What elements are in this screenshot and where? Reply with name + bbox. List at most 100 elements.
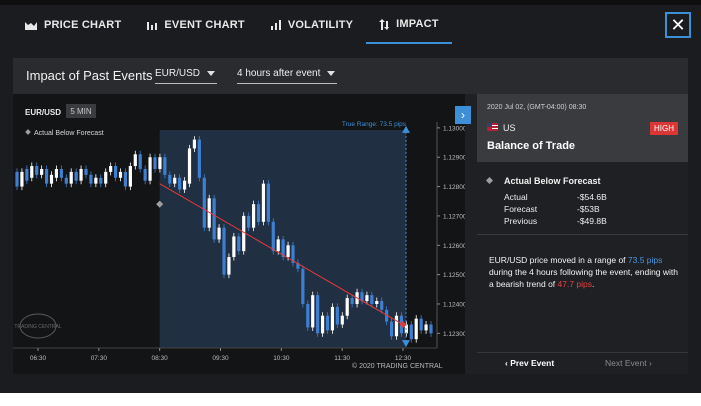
candle-body [360,292,364,302]
candlestick-chart[interactable]: 1.13000 1.12900 1.12800 1.12700 1.12600 1.125… [13,94,465,374]
candle-body [335,306,339,325]
candle-body [325,315,330,331]
candle-body [251,204,256,228]
result-diamond-icon [485,176,494,185]
timeframe-badge[interactable]: 5 MIN [66,104,96,118]
candle-body [291,245,295,263]
candle-body [35,166,39,175]
candle-body [104,171,108,184]
area-chart-icon [25,22,37,30]
impact-arrows-icon [379,18,390,30]
y-tick-label: 1.12400 [443,301,465,308]
event-marker-diamond [156,200,164,208]
x-tick-label: 08:30 [152,355,169,362]
forecast-value: -$53B [577,204,600,214]
x-tick-label: 11:30 [334,355,350,362]
candle-body [168,174,172,184]
horizon-dropdown[interactable]: 4 hours after event [237,68,337,84]
event-result: Actual Below Forecast [504,176,601,186]
candle-body [49,174,54,184]
candle-body [59,168,63,178]
candle-body [69,171,73,184]
tab-impact[interactable]: IMPACT [366,6,452,44]
page-bottom [0,393,701,406]
candle-body [316,295,320,334]
y-tick-label: 1.12900 [443,155,465,162]
y-tick-label: 1.13000 [443,125,465,132]
chevron-right-icon: › [461,108,465,122]
candle-body [370,295,374,304]
y-tick-label: 1.12800 [443,184,465,191]
candle-body [64,177,68,184]
candle-body [173,177,177,184]
y-tick-label: 1.12500 [443,272,465,279]
actual-value: -$54.6B [577,192,607,202]
tab-label: EVENT CHART [164,19,245,31]
y-tick-label: 1.12600 [443,243,465,250]
impact-badge: HIGH [650,122,678,135]
candle-body [217,227,221,240]
candle-body [15,171,19,187]
candle-body [143,168,147,181]
candle-body [271,221,275,252]
tab-label: VOLATILITY [287,19,354,31]
symbol-dropdown[interactable]: EUR/USD [155,68,217,84]
candle-body [20,171,24,187]
close-button[interactable]: ✕ [665,12,691,38]
candle-body [306,303,310,328]
candle-body [109,166,113,172]
candle-body [365,295,369,302]
chart-area[interactable]: 1.13000 1.12900 1.12800 1.12700 1.12600 1.125… [13,94,465,374]
candle-body [192,139,197,149]
expand-panel-button[interactable]: › [455,106,471,124]
previous-label: Previous [504,216,538,226]
candle-body [296,262,300,269]
tab-event-chart[interactable]: EVENT CHART [134,6,257,44]
candle-body [301,268,305,304]
candle-body [74,171,78,181]
candle-body [153,157,157,169]
prev-event-button[interactable]: ‹ Prev Event [505,358,554,368]
candle-body [79,168,83,181]
candle-body [25,168,29,181]
top-strip [0,0,701,5]
chevron-down-icon [327,71,335,76]
volatility-bars-icon [270,20,281,30]
symbol-dropdown-value: EUR/USD [155,68,201,79]
chart-legend-label: Actual Below Forecast [25,129,104,137]
chevron-right-icon: › [646,358,652,368]
next-event-button[interactable]: Next Event › [605,358,652,368]
candle-body [375,301,379,304]
candle-body [187,148,192,184]
candle-body [340,315,344,325]
chevron-left-icon: ‹ [505,358,511,368]
previous-value: -$49.8B [577,216,607,226]
summary-text-3: . [592,279,595,289]
candle-body [242,215,246,252]
candle-body [394,315,399,337]
summary-text-2: during the 4 hours following the event, … [489,267,679,289]
candle-body [128,166,132,187]
y-tick-label: 1.12300 [443,331,465,338]
candle-body [30,166,34,178]
candle-body [419,318,423,331]
candle-body [158,157,162,169]
x-tick-label: 12:30 [395,355,412,362]
event-navigation: ‹ Prev Event Next Event › [477,352,688,375]
actual-label: Actual [504,192,528,202]
tab-volatility[interactable]: VOLATILITY [258,6,366,44]
candle-body [429,324,433,334]
horizon-dropdown-value: 4 hours after event [237,68,321,79]
trading-central-logo [19,313,57,339]
candle-body [182,180,187,190]
event-country: US [503,123,516,133]
candle-body [40,168,44,175]
summary-range: 73.5 pips [627,255,663,265]
candle-body [286,245,290,258]
candle-body [266,183,270,222]
tab-label: PRICE CHART [44,19,122,31]
candle-body [389,321,394,337]
candle-body [414,318,418,340]
tab-price-chart[interactable]: PRICE CHART [12,6,134,44]
candle-body [148,157,152,181]
